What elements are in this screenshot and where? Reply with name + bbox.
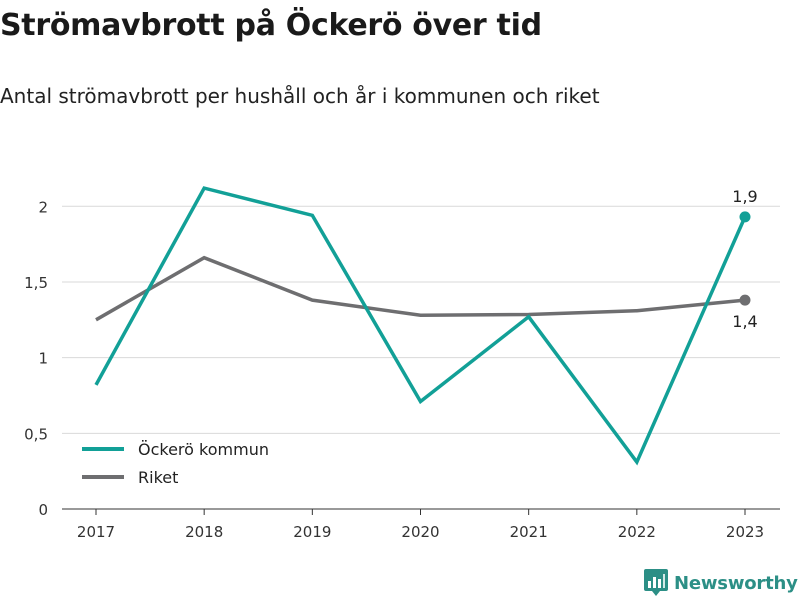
series-line-0 xyxy=(94,186,747,466)
x-axis: 2017 2018 2019 2020 2021 2022 2023 xyxy=(62,508,780,541)
series-group: 1,4 1,9 xyxy=(94,186,758,466)
x-tick-label: 2023 xyxy=(726,523,764,541)
brand: Newsworthy xyxy=(644,568,798,598)
x-tick-label: 2022 xyxy=(618,523,656,541)
x-tick-label: 2017 xyxy=(77,523,115,541)
y-tick-label: 2 xyxy=(38,198,48,216)
end-point-1 xyxy=(739,294,751,306)
legend: Öckerö kommun Riket xyxy=(82,440,269,487)
legend-label: Öckerö kommun xyxy=(138,440,269,459)
y-tick-label: 0 xyxy=(38,501,48,519)
x-tick-label: 2019 xyxy=(293,523,331,541)
end-value-label: 1,4 xyxy=(732,312,757,331)
end-value-label: 1,9 xyxy=(732,187,757,206)
x-tick-label: 2021 xyxy=(510,523,548,541)
chart-title: Strömavbrott på Öckerö över tid xyxy=(0,8,542,43)
y-tick-label: 1,5 xyxy=(24,274,48,292)
grid-lines xyxy=(62,205,780,434)
y-tick-label: 0,5 xyxy=(24,425,48,443)
brand-name: Newsworthy xyxy=(674,572,798,594)
x-tick-label: 2020 xyxy=(401,523,439,541)
series-line-1 xyxy=(95,255,746,322)
chart-subtitle: Antal strömavbrott per hushåll och år i … xyxy=(0,84,600,108)
end-point-0 xyxy=(739,211,751,223)
y-axis: 0 0,5 1 1,5 2 xyxy=(24,198,48,519)
y-tick-label: 1 xyxy=(38,350,48,368)
newsworthy-logo-icon xyxy=(644,569,668,596)
x-tick-label: 2018 xyxy=(185,523,223,541)
legend-label: Riket xyxy=(138,468,178,487)
